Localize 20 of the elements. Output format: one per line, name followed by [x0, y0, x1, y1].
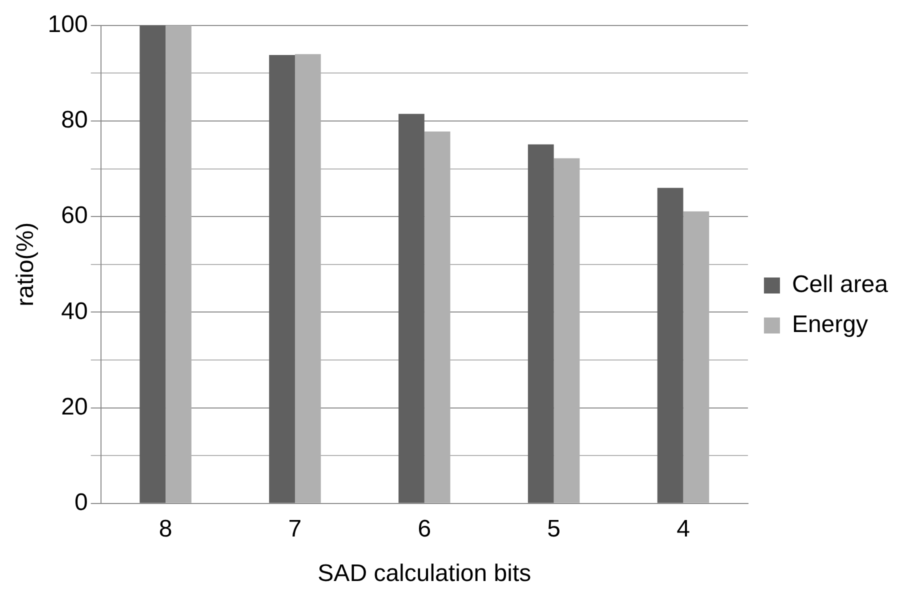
bar [269, 55, 295, 503]
x-tick-label: 4 [676, 515, 690, 542]
x-tick-label: 7 [288, 515, 302, 542]
y-tick-label: 0 [74, 489, 88, 516]
y-axis-title: ratio(%) [12, 222, 40, 306]
x-tick-label: 8 [158, 515, 172, 542]
y-tick-label: 40 [61, 298, 88, 325]
y-tick-label: 80 [61, 106, 88, 134]
legend-label: Energy [792, 311, 868, 338]
y-tick-label: 60 [61, 202, 88, 230]
bar [398, 114, 424, 503]
x-tick-label: 6 [418, 515, 432, 542]
x-tick-label: 5 [547, 515, 560, 542]
bar [528, 144, 554, 503]
bar [140, 25, 166, 503]
x-axis-title: SAD calculation bits [318, 560, 532, 588]
bar [657, 188, 684, 503]
y-tick-label: 100 [48, 11, 88, 38]
legend-label: Cell area [792, 271, 889, 298]
y-tick-label: 20 [61, 393, 88, 420]
